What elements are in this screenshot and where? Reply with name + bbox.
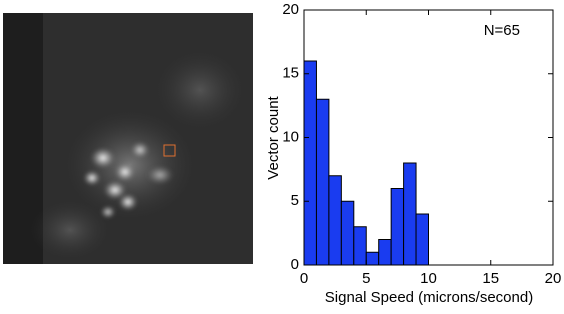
bar (315, 98, 330, 266)
y-tick-label: 15 (282, 65, 299, 82)
x-tick-label: 0 (300, 270, 308, 287)
x-tick-label: 10 (420, 270, 437, 287)
bar (403, 162, 417, 266)
x-tick-label: 5 (362, 270, 370, 287)
x-tick-label: 15 (482, 270, 499, 287)
y-tick-label: 0 (291, 256, 299, 273)
bar (415, 213, 429, 266)
x-axis-label: Signal Speed (microns/second) (325, 289, 533, 306)
microscopy-image (3, 13, 253, 264)
bar (303, 60, 317, 266)
bar (378, 239, 392, 266)
bar (328, 175, 342, 266)
y-tick-label: 5 (291, 192, 299, 209)
y-axis-label: Vector count (265, 95, 282, 179)
y-tick-label: 10 (282, 128, 299, 145)
bar (340, 200, 355, 266)
bar (365, 251, 380, 266)
annotation: N=65 (484, 22, 520, 39)
bar (353, 226, 367, 266)
x-tick-label: 20 (545, 270, 562, 287)
y-tick-label: 20 (282, 1, 299, 18)
bar (390, 188, 405, 266)
